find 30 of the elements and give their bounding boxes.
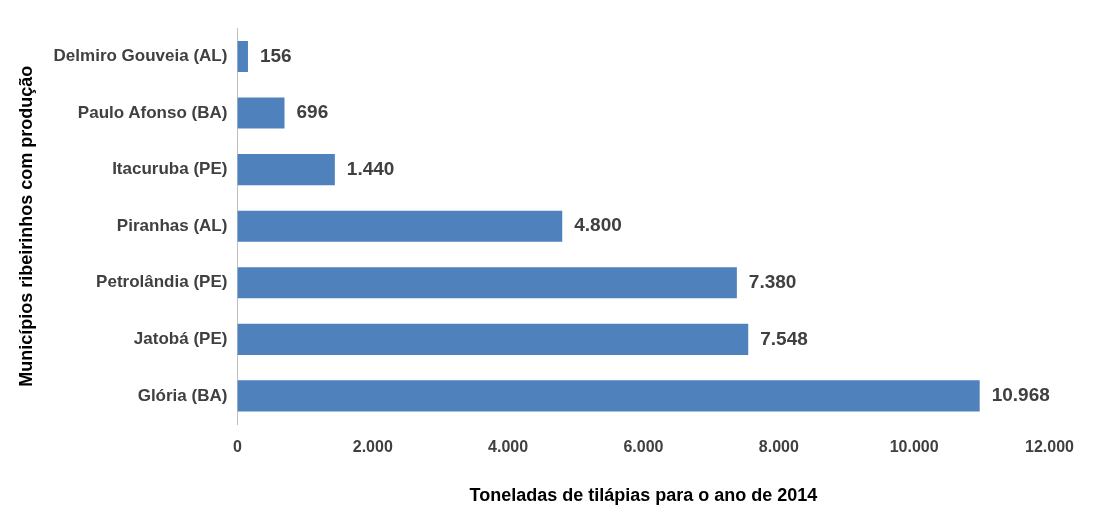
- x-tick-label: 8.000: [758, 438, 799, 456]
- bar: [237, 267, 737, 299]
- bar: [237, 210, 563, 242]
- data-label: 7.548: [760, 327, 808, 349]
- x-tick-label: 0: [232, 438, 242, 456]
- x-axis-title: Toneladas de tilápias para o ano de 2014: [469, 485, 818, 506]
- data-label: 7.380: [748, 271, 797, 293]
- y-tick-label: Petrolândia (PE): [96, 272, 228, 292]
- data-label: 4.800: [574, 214, 622, 236]
- x-tick-label: 4.000: [488, 438, 529, 456]
- y-tick-label: Delmiro Gouveia (AL): [53, 46, 228, 66]
- x-tick-label: 6.000: [623, 438, 664, 456]
- x-tick-label: 2.000: [352, 438, 393, 456]
- bar: [237, 97, 285, 129]
- data-label: 156: [259, 44, 292, 66]
- y-tick-label: Glória (BA): [137, 385, 228, 405]
- y-axis-title: Municípios ribeirinhos com produção: [15, 65, 36, 387]
- bar: [237, 323, 749, 355]
- y-tick-label: Itacuruba (PE): [112, 159, 228, 179]
- y-tick-label: Paulo Afonso (BA): [77, 102, 228, 122]
- data-label: 1.440: [346, 157, 395, 179]
- bar: [237, 40, 248, 73]
- y-tick-label: Jatobá (PE): [133, 329, 228, 349]
- x-tick-label: 10.000: [889, 438, 939, 456]
- bar: [237, 154, 335, 186]
- data-label: 10.968: [991, 384, 1050, 406]
- data-label: 696: [296, 101, 329, 123]
- x-tick-label: 12.000: [1025, 438, 1075, 456]
- bar: [237, 380, 980, 412]
- y-tick-label: Piranhas (AL): [116, 215, 228, 235]
